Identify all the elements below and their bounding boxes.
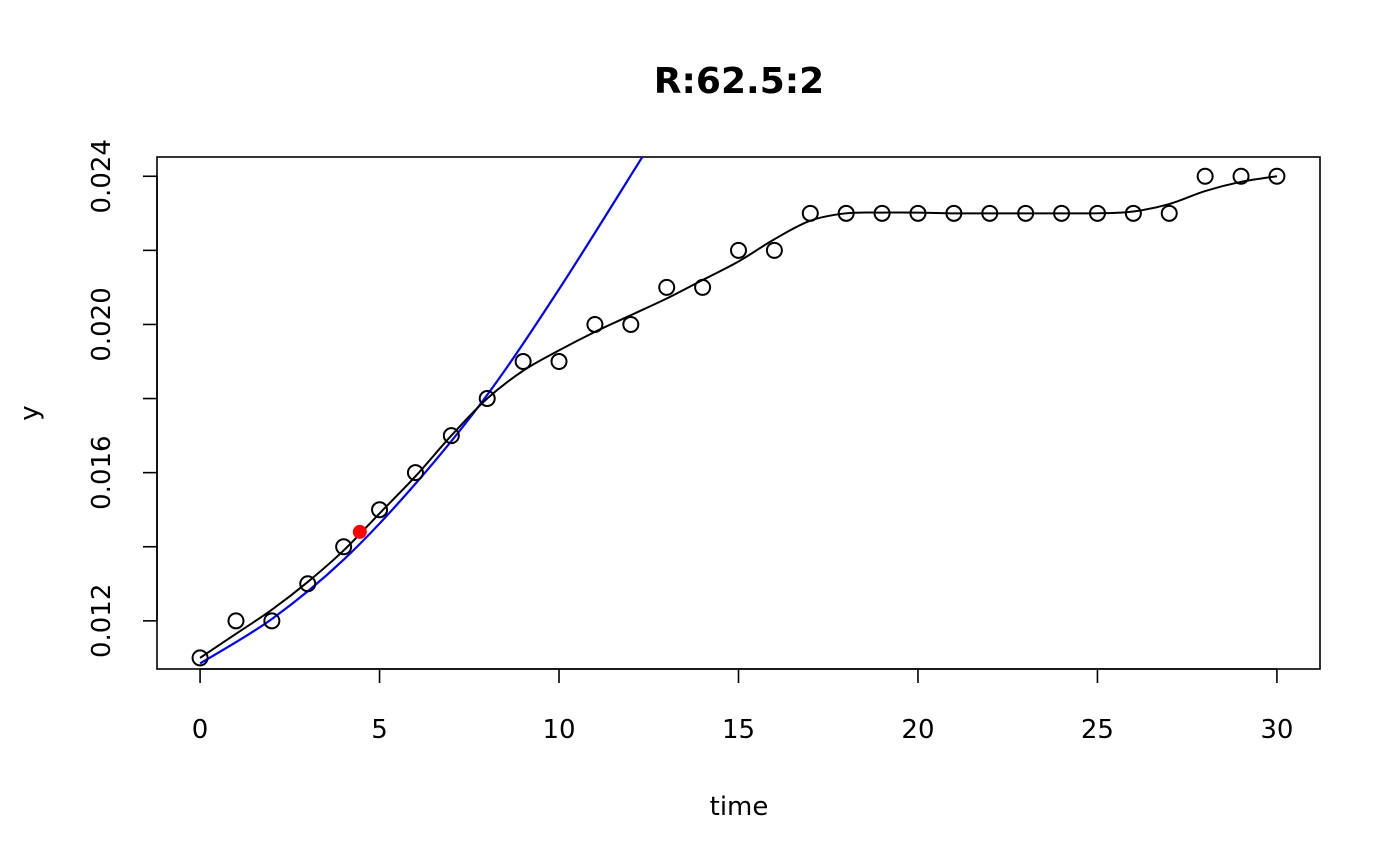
x-tick-label: 20 [901, 715, 934, 745]
data-point [371, 501, 389, 519]
y-tick-label: 0.024 [87, 139, 117, 213]
data-point [299, 575, 317, 593]
y-axis: 0.012 0.016 0.020 0.024 [87, 139, 158, 658]
data-point [1124, 204, 1142, 222]
data-point [1232, 167, 1250, 185]
exp-fit-line [199, 157, 644, 665]
data-point [873, 204, 891, 222]
data-point [658, 278, 676, 296]
data-point [1053, 204, 1071, 222]
x-tick-label: 25 [1081, 715, 1114, 745]
plot-area [156, 156, 1321, 670]
data-point [263, 612, 281, 630]
data-point [442, 427, 460, 445]
data-point [550, 353, 568, 371]
data-point [478, 390, 496, 408]
data-point [1017, 204, 1035, 222]
data-point [514, 353, 532, 371]
smooth-line [199, 175, 1278, 659]
y-tick-label: 0.012 [87, 584, 117, 658]
data-point [801, 204, 819, 222]
data-point [622, 315, 640, 333]
data-point [227, 612, 245, 630]
data-point [730, 241, 747, 259]
y-tick-label: 0.020 [87, 287, 117, 361]
data-point [837, 204, 855, 222]
x-tick-label: 30 [1260, 715, 1293, 745]
data-point [191, 649, 209, 667]
data-point [1196, 167, 1214, 185]
x-axis: 0 5 10 15 20 25 30 [192, 668, 1293, 745]
x-tick-label: 5 [371, 715, 388, 745]
data-point [586, 315, 604, 333]
data-point [945, 204, 963, 222]
y-tick-label: 0.016 [87, 435, 117, 509]
data-point [406, 464, 424, 482]
data-point [694, 278, 712, 296]
series-layer [191, 157, 1286, 667]
x-tick-label: 15 [722, 715, 755, 745]
x-axis-label: time [710, 792, 769, 822]
data-point [909, 204, 927, 222]
data-point [335, 538, 353, 556]
data-point [765, 241, 783, 259]
max-growth-marker [352, 524, 367, 539]
chart-title: R:62.5:2 [654, 61, 824, 102]
data-point [1088, 204, 1106, 222]
data-point [1160, 204, 1178, 222]
y-axis-label: y [15, 405, 45, 420]
x-tick-label: 10 [542, 715, 575, 745]
x-tick-label: 0 [192, 715, 209, 745]
data-point [1268, 167, 1286, 185]
data-point [981, 204, 999, 222]
